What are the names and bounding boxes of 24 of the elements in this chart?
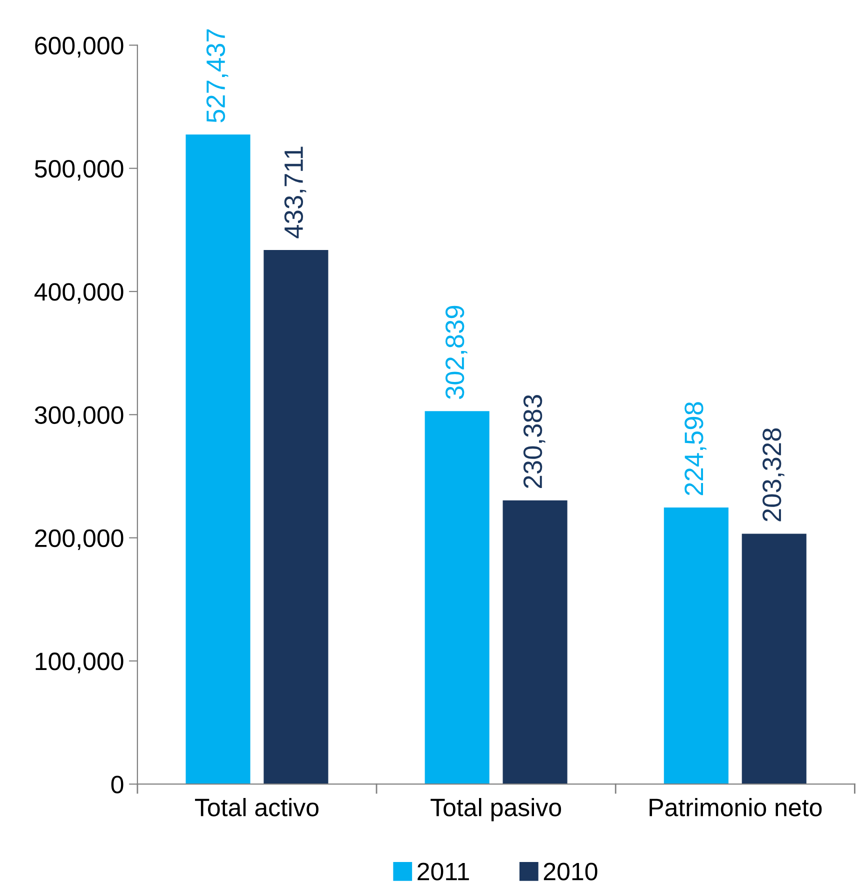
- legend-label: 2011: [418, 862, 469, 880]
- data-label: 527,437: [206, 29, 228, 122]
- y-tick-label: 100,000: [36, 652, 124, 674]
- x-tick-label: Total activo: [195, 798, 318, 816]
- bar: [424, 411, 490, 784]
- bar: [742, 534, 806, 784]
- bar: [664, 508, 728, 784]
- y-tick-label: 300,000: [34, 406, 124, 427]
- data-label: 230,383: [523, 395, 546, 488]
- legend-label: 2010: [544, 862, 598, 880]
- bar: [502, 500, 568, 784]
- bar: [264, 250, 328, 784]
- y-tick-label: 200,000: [35, 529, 124, 550]
- x-tick-label: Patrimonio neto: [650, 798, 822, 816]
- data-label: 302,839: [446, 306, 468, 400]
- data-label: 224,598: [684, 402, 706, 496]
- data-label: 433,711: [284, 146, 306, 238]
- y-tick-label: 600,000: [35, 36, 124, 58]
- x-tick-label: Total pasivo: [430, 798, 562, 822]
- y-tick-label: 500,000: [34, 160, 124, 181]
- bar: [186, 134, 250, 784]
- y-tick-label: 400,000: [34, 283, 124, 304]
- data-label: 203,328: [762, 428, 784, 522]
- y-tick-label: 0: [111, 776, 124, 794]
